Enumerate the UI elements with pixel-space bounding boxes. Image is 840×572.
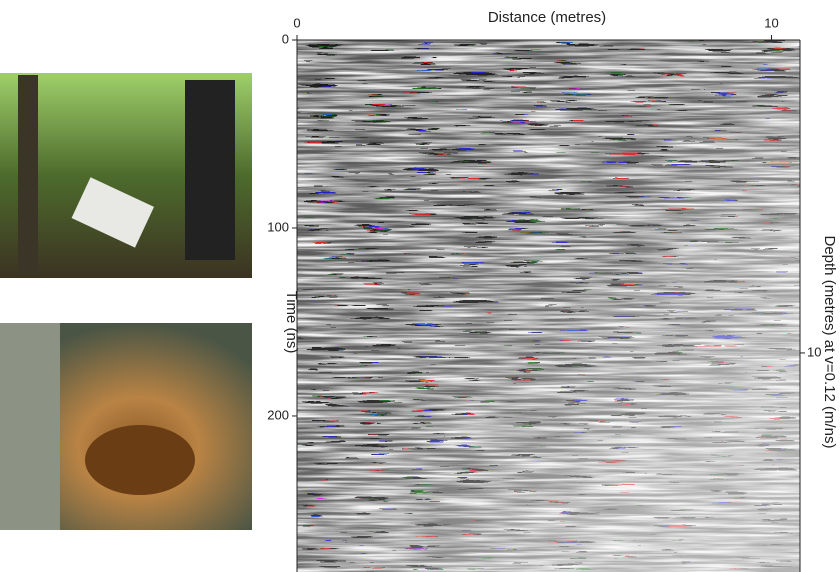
- y-axis-title: Time (ns): [283, 291, 300, 354]
- x-axis-title: Distance (metres): [488, 9, 606, 26]
- x-tick-label: 10: [764, 15, 778, 30]
- figure: Distance (metres) Time (ns) Depth (metre…: [0, 0, 840, 572]
- x-tick-label: 0: [293, 15, 300, 30]
- y2-axis-title: Depth (metres) at v=0.12 (m/ns): [821, 236, 838, 449]
- y2-tick-label: 10: [807, 344, 821, 359]
- photo-cave: [0, 323, 252, 530]
- radargram: [297, 40, 800, 572]
- y-tick-label: 0: [282, 31, 289, 46]
- photo-survey: [0, 73, 252, 278]
- y-tick-label: 100: [267, 219, 289, 234]
- y-tick-label: 200: [267, 407, 289, 422]
